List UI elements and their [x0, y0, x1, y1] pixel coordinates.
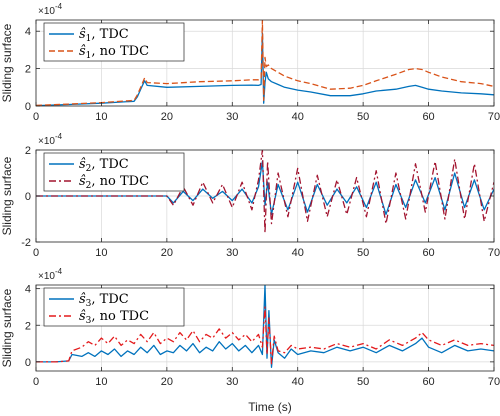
panel-s3-series [36, 285, 494, 368]
x-tick-label: 60 [422, 376, 434, 388]
legend-label: ŝ2, TDC [79, 157, 129, 174]
legend-label: ŝ1, no TDC [79, 44, 149, 61]
x-tick-label: 10 [95, 111, 107, 123]
panel-s3-exponent-power: -4 [55, 267, 63, 276]
x-tick-label: 70 [488, 376, 500, 388]
legend-label: ŝ2, no TDC [79, 174, 149, 191]
x-tick-label: 30 [226, 247, 238, 259]
legend-box [43, 22, 185, 62]
series-line-tdc [36, 32, 494, 106]
panel-s2-exponent-power: -4 [55, 132, 63, 141]
y-tick-label: 0 [25, 357, 31, 369]
legend-label: ŝ3, no TDC [79, 309, 149, 326]
x-tick-label: 20 [161, 376, 173, 388]
x-tick-label: 40 [292, 376, 304, 388]
x-tick-label: 40 [292, 111, 304, 123]
x-tick-label: 30 [226, 111, 238, 123]
legend-label: ŝ3, TDC [79, 292, 129, 309]
x-tick-label: 50 [357, 376, 369, 388]
panel-s1-exponent-power: -4 [55, 2, 63, 11]
panel-s1-ylabel: Sliding surface [0, 23, 14, 102]
x-tick-label: 50 [357, 247, 369, 259]
series-line-tdc [36, 285, 494, 368]
panel-s1-series [36, 20, 494, 106]
legend-label: ŝ1, TDC [79, 27, 129, 44]
x-tick-label: 10 [95, 247, 107, 259]
legend-box [43, 287, 185, 327]
x-tick-label: 50 [357, 111, 369, 123]
y-tick-label: -2 [21, 237, 31, 249]
x-tick-label: 70 [488, 111, 500, 123]
x-tick-label: 0 [33, 111, 39, 123]
panel-s3-ylabel: Sliding surface [0, 288, 14, 367]
y-tick-label: 0 [25, 191, 31, 203]
panel-s1-exponent: ×10-4 [38, 2, 63, 17]
panel-s1: 0 10 20 30 40 50 60 70 0 2 4 Sliding surface ×10-4… [0, 2, 500, 123]
panel-s2-exponent-base: ×10 [38, 136, 55, 147]
y-tick-label: 0 [25, 101, 31, 113]
panel-s2: 0 10 20 30 40 50 60 70-202 Sliding surface ×10-… [0, 132, 500, 259]
x-tick-label: 60 [422, 111, 434, 123]
x-tick-label: 40 [292, 247, 304, 259]
panel-s2-exponent: ×10-4 [38, 132, 63, 147]
panel-s3: 0 10 20 30 40 50 60 70 0 2 4 Sliding surface ×10-4… [0, 267, 500, 388]
series-line-no-tdc [36, 150, 494, 234]
panel-s3-frame [35, 284, 495, 372]
y-tick-label: 2 [25, 64, 31, 76]
panel-s1-exponent-base: ×10 [38, 6, 55, 17]
x-tick-label: 20 [161, 247, 173, 259]
legend-box [43, 152, 185, 192]
panel-s1-frame [35, 19, 495, 107]
x-tick-label: 10 [95, 376, 107, 388]
y-tick-label: 4 [25, 284, 31, 296]
panel-s1-ticks: 0 10 20 30 40 50 60 70 0 2 4 [25, 20, 500, 123]
y-tick-label: 2 [25, 145, 31, 157]
x-tick-label: 0 [33, 247, 39, 259]
y-tick-label: 2 [25, 320, 31, 332]
x-tick-label: 30 [226, 376, 238, 388]
series-line-no-tdc [36, 20, 494, 106]
panel-s3-exponent-base: ×10 [38, 271, 55, 282]
x-axis-label: Time (s) [248, 400, 292, 414]
panel-s3-exponent: ×10-4 [38, 267, 63, 282]
x-tick-label: 20 [161, 111, 173, 123]
panel-s2-ylabel: Sliding surface [0, 156, 14, 235]
panel-s2-series [36, 150, 494, 234]
x-tick-label: 60 [422, 247, 434, 259]
panel-s2-ticks: 0 10 20 30 40 50 60 70-202 [21, 145, 500, 259]
x-tick-label: 0 [33, 376, 39, 388]
x-tick-label: 70 [488, 247, 500, 259]
y-tick-label: 4 [25, 26, 31, 38]
series-line-tdc [36, 160, 494, 216]
